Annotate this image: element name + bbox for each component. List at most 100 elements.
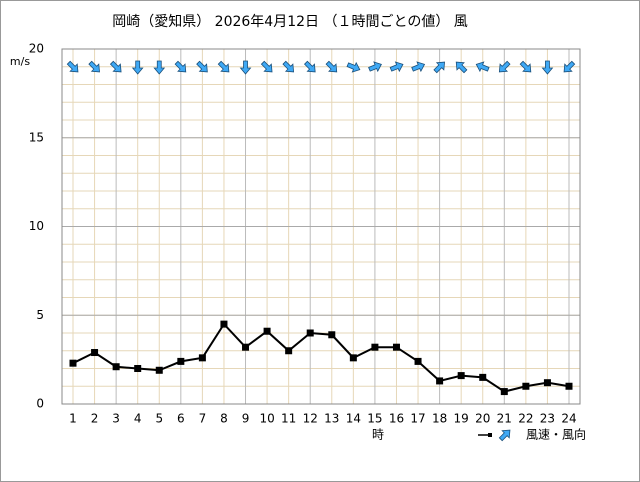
x-tick-label: 17 [410,412,425,426]
y-tick-label: 0 [36,397,44,411]
arrow-shape [475,61,490,73]
arrow-shape [174,60,187,73]
wind-arrow [368,61,382,73]
x-tick-label: 20 [475,412,490,426]
wind-arrow [541,60,554,75]
speed-marker [155,366,163,374]
wind-arrow [389,61,404,73]
speed-marker [392,343,400,351]
wind-arrow [563,60,576,73]
arrow-shape [368,61,382,73]
wind-arrow [455,61,468,74]
speed-marker [349,354,357,362]
wind-arrow [411,61,426,73]
speed-marker [91,349,99,357]
arrow-shape [411,61,426,73]
arrow-shape [239,60,252,75]
arrow-shape [109,60,122,73]
wind-arrow [109,60,122,73]
x-tick-label: 2 [91,412,99,426]
speed-marker [328,331,336,339]
speed-marker [69,359,77,367]
arrow-shape [541,60,554,75]
arrow-shape [88,60,100,73]
x-tick-label: 13 [324,412,339,426]
arrow-shape [455,61,468,74]
wind-arrow [282,60,295,73]
speed-marker [565,382,573,390]
y-tick-label: 15 [29,130,44,144]
arrow-shape [66,60,79,73]
arrow-shape [498,60,511,73]
arrow-shape [217,60,230,73]
legend-label: 風速・風向 [526,427,586,442]
wind-arrow [519,60,532,73]
speed-marker [306,329,314,337]
x-tick-label: 22 [518,412,533,426]
wind-arrow [217,60,230,73]
wind-arrow [346,61,361,73]
legend-marker [488,433,492,437]
x-tick-label: 4 [134,412,142,426]
speed-marker [285,347,293,355]
speed-marker [436,377,444,385]
y-tick-label: 5 [36,308,44,322]
wind-arrow [153,60,166,75]
speed-marker [414,357,422,365]
arrow-shape [153,60,166,75]
x-tick-label: 24 [561,412,576,426]
wind-arrow [260,60,273,73]
y-tick-label: 20 [29,42,44,56]
speed-marker [263,327,271,335]
x-tick-label: 21 [497,412,512,426]
wind-arrow [196,60,208,73]
x-tick-label: 5 [155,412,163,426]
x-tick-label: 12 [303,412,318,426]
wind-arrow [66,60,79,73]
arrow-shape [433,61,446,74]
arrow-shape [498,429,511,442]
arrow-shape [131,60,144,75]
x-tick-label: 1 [69,412,77,426]
chart-title: 岡崎（愛知県） 2026年4月12日 （１時間ごとの値） 風 [112,13,468,30]
speed-marker [457,372,465,380]
x-tick-label: 14 [346,412,361,426]
x-tick-label: 7 [199,412,207,426]
wind-arrow [239,60,252,75]
speed-marker [220,320,228,328]
x-tick-label: 15 [367,412,382,426]
x-tick-label: 8 [220,412,228,426]
wind-arrow [325,60,338,73]
wind-arrow [498,60,511,73]
arrow-shape [346,61,361,73]
x-tick-label: 23 [540,412,555,426]
arrow-shape [282,60,295,73]
speed-marker [134,365,142,372]
arrow-shape [389,61,404,73]
arrow-shape [303,60,316,73]
speed-marker [112,363,120,371]
wind-arrow [433,61,446,74]
speed-marker [177,357,185,365]
y-axis-label: m/s [10,55,30,68]
speed-marker [479,373,487,381]
speed-marker [500,388,508,396]
wind-arrow [174,60,187,73]
speed-marker [371,343,379,351]
wind-arrow [475,61,490,73]
speed-marker [543,379,551,387]
arrow-shape [325,60,338,73]
x-tick-label: 3 [112,412,120,426]
x-tick-label: 18 [432,412,447,426]
plot-border [61,48,581,405]
x-tick-label: 10 [259,412,274,426]
speed-marker [198,354,206,362]
x-tick-label: 11 [281,412,296,426]
wind-arrow [131,60,144,75]
speed-marker [242,343,250,351]
x-tick-label: 19 [454,412,469,426]
wind-arrow [303,60,316,73]
x-tick-label: 9 [242,412,250,426]
arrow-shape [260,60,273,73]
